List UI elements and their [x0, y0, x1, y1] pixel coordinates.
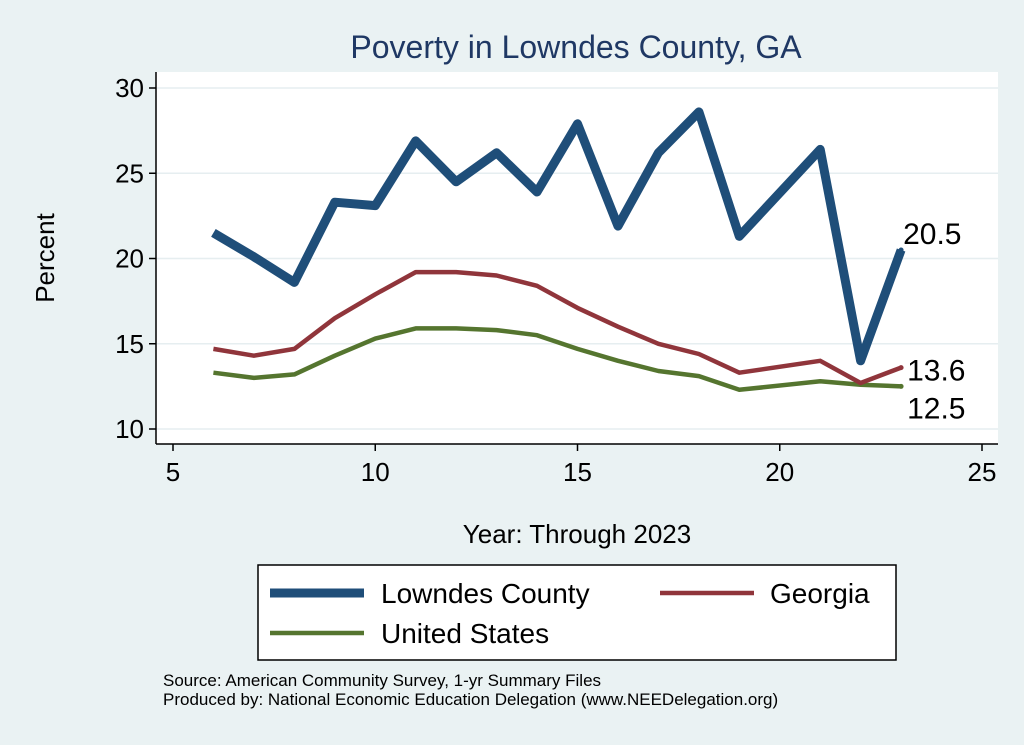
legend-label-lowndes-county: Lowndes County: [381, 578, 590, 609]
x-tick-label-15: 15: [563, 457, 592, 487]
y-tick-label-30: 30: [115, 73, 144, 103]
x-tick-label-25: 25: [968, 457, 997, 487]
gridlines: [156, 87, 998, 430]
y-tick-label-10: 10: [115, 414, 144, 444]
legend-label-georgia: Georgia: [770, 578, 870, 609]
y-tick-label-25: 25: [115, 158, 144, 188]
y-tick-label-20: 20: [115, 244, 144, 274]
legend: Lowndes County Georgia United States: [257, 564, 897, 661]
end-label-georgia: 13.6: [907, 355, 965, 388]
legend-label-united-states: United States: [381, 618, 549, 649]
end-point-united-states: [898, 383, 904, 389]
end-point-georgia: [898, 365, 904, 371]
series-line-united-states: [213, 326, 902, 393]
series-line-lowndes-county: [211, 107, 906, 366]
y-axis-label: Percent: [30, 212, 60, 302]
produced-by-note: Produced by: National Economic Education…: [163, 690, 779, 709]
x-tick-label-20: 20: [765, 457, 794, 487]
chart-title: Poverty in Lowndes County, GA: [350, 29, 802, 65]
source-note: Source: American Community Survey, 1-yr …: [163, 671, 602, 690]
x-tick-label-10: 10: [361, 457, 390, 487]
end-point-lowndes-county: [898, 247, 904, 253]
legend-box: [257, 564, 897, 661]
axes: 10 15 20 25 30 5 10 15 20 25: [115, 72, 998, 487]
x-tick-label-5: 5: [166, 457, 180, 487]
end-labels: 20.5 13.6 12.5: [903, 218, 965, 425]
series-line-georgia: [213, 269, 902, 386]
end-label-lowndes-county: 20.5: [903, 218, 961, 251]
series-lines: [211, 107, 906, 393]
end-label-united-states: 12.5: [907, 392, 965, 425]
x-axis-label: Year: Through 2023: [463, 519, 691, 549]
y-tick-label-15: 15: [115, 329, 144, 359]
